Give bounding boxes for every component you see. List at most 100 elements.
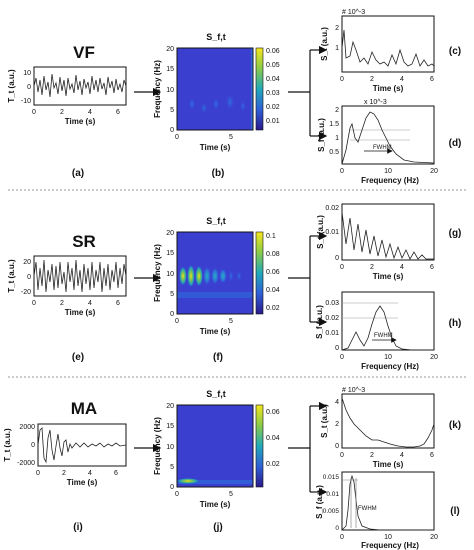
signal-axes [33,66,127,106]
spectrogram-axes [176,231,254,315]
x-tick: 6 [430,452,434,459]
time-trace [341,29,435,67]
y-label: Frequency (Hz) [153,417,162,475]
y-tick: 0 [27,84,31,91]
x-tick: 6 [430,76,434,83]
y-tick: 0 [170,311,174,318]
y-tick: 2 [335,421,339,428]
scale-label: # 10^-3 [342,9,365,16]
x-tick: 20 [430,534,438,541]
x-tick: 4 [400,76,404,83]
y-label: S_t (a.u.) [320,404,329,438]
y-tick: 10 [166,87,174,94]
x-label: Time (s) [65,117,96,126]
panel-label: (l) [450,506,459,517]
colorbar-tick: 0.02 [266,461,280,468]
spectrogram-axes [176,47,254,131]
y-tick: 20 [166,230,174,237]
x-label: Time (s) [67,478,98,487]
y-tick: -2000 [17,460,35,467]
y-tick: 0.015 [323,474,340,481]
spectral-blob [211,267,219,285]
scale-label: # 10^-3 [342,387,365,394]
x-tick: 0 [175,318,179,325]
spectral-blob [225,93,235,111]
fwhm-label: FWHM [373,145,392,151]
freq-plot-l: FWHM 0.015 0.01 0.005 0 0 10 20 Frequenc… [315,471,460,550]
freq-plot-h: FWHM 0.03 0.02 0.01 0 0 10 20 Frequency … [315,291,461,371]
colorbar-tick: 0.03 [266,90,280,97]
y-label: Frequency (Hz) [153,244,162,302]
x-label: Time (s) [373,460,404,469]
spectral-blob [236,270,242,282]
y-tick: 10 [23,70,31,77]
branch-arrows [288,45,328,141]
x-tick: 2 [60,109,64,116]
panel-label: (b) [212,168,225,179]
row-vf: VF 10 0 -10 0 2 4 6 Time (s) T_t (a.u.) … [7,9,461,185]
panel-label: (i) [73,522,82,533]
spectrogram-title: S_f,t [206,389,226,399]
axes [341,15,435,73]
spectral-blob [179,266,187,286]
freq-trace [341,111,435,165]
y-tick: 0.01 [325,330,339,337]
freq-trace [341,305,434,351]
colorbar-tick: 0.04 [266,287,280,294]
spectral-band [177,480,253,484]
x-tick: 5 [229,318,233,325]
x-tick: 4 [400,452,404,459]
y-tick: 2 [335,107,339,114]
spectrogram-panel-b: S_f,t 20 15 10 5 0 0 5 Time (s) Frequenc… [153,32,280,179]
x-tick: 0 [340,168,344,175]
y-tick: 0 [335,443,339,450]
signal-panel-e: 20 0 -20 0 2 4 6 Time (s) T_t (a.u.) (e) [7,255,127,363]
row-ma: MA 2000 0 -2000 0 2 4 6 Time (s) T_t (a.… [3,387,461,550]
x-label: Time (s) [200,143,231,152]
colorbar-tick: 0.06 [266,48,280,55]
y-tick: 20 [166,46,174,53]
y-tick: 20 [166,403,174,410]
panel-label: (e) [72,352,84,363]
y-tick: 1.5 [329,121,339,128]
freq-plot-d: x 10^-3 FWHM 2 1.5 1 0.5 0 10 20 Frequen… [317,99,461,185]
colorbar [255,47,264,131]
spectral-blob [219,268,227,284]
y-tick: 1 [335,45,339,52]
x-tick: 0 [340,354,344,361]
x-tick: 4 [400,264,404,271]
signal-panel-a: 10 0 -10 0 2 4 6 Time (s) T_t (a.u.) (a) [7,66,127,179]
spectral-blob [228,269,234,283]
y-tick: 1 [335,135,339,142]
colorbar-tick: 0.06 [266,409,280,416]
panel-label: (c) [449,46,461,57]
y-label: S_t (a.u.) [316,215,325,249]
spectral-blob [188,97,196,111]
x-tick: 10 [384,354,392,361]
y-tick: 0.02 [325,315,339,322]
time-plot-g: 0.02 0.01 0 0 2 4 6 Time (s) S_t (a.u.) … [316,203,461,281]
spectrogram-image [177,405,253,487]
x-tick: 6 [430,264,434,271]
x-tick: 0 [340,76,344,83]
y-tick: 0 [27,274,31,281]
spectral-blob [200,102,208,114]
x-tick: 0 [32,109,36,116]
y-tick: 0.01 [325,229,339,236]
x-tick: 20 [430,168,438,175]
row-title: MA [71,399,97,418]
x-tick: 20 [430,354,438,361]
y-tick: 0.005 [323,508,340,515]
y-tick: 5 [170,464,174,471]
axes [341,105,435,165]
y-label: S_f (a.u.) [317,118,326,152]
x-label: Time (s) [200,327,231,336]
signal-trace [33,73,127,98]
y-label: T_t (a.u.) [7,259,16,293]
x-tick: 2 [370,76,374,83]
colorbar-tick: 0.04 [266,435,280,442]
spectral-band [177,292,253,298]
y-tick: 10 [166,444,174,451]
y-tick: 15 [166,250,174,257]
x-tick: 10 [384,168,392,175]
